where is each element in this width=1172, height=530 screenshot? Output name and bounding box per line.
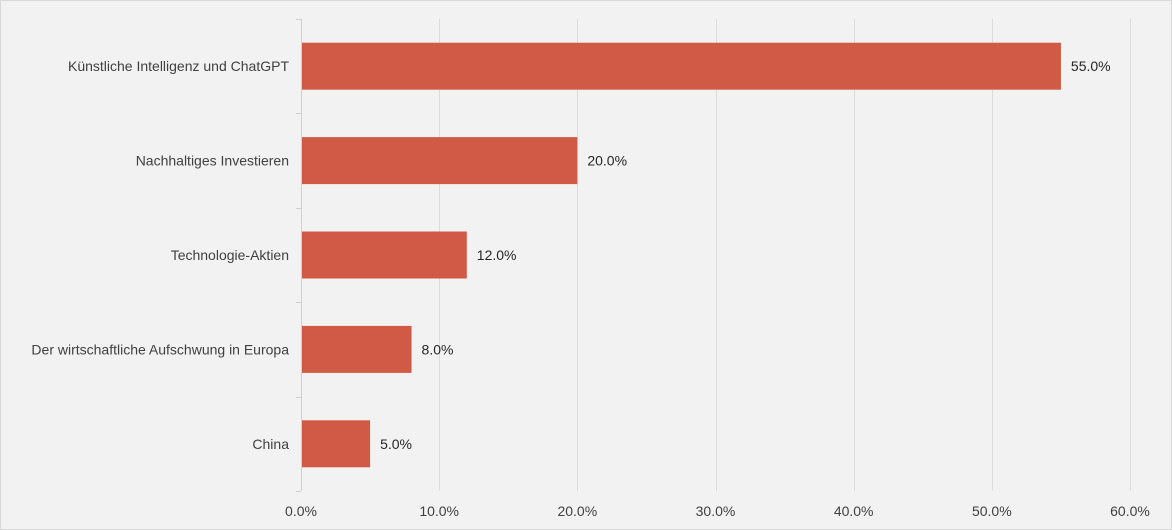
x-tick-label-3: 30.0%	[696, 503, 736, 519]
bar-4	[302, 420, 371, 468]
x-tick-label-1: 10.0%	[419, 503, 459, 519]
data-label-0: 55.0%	[1071, 58, 1111, 74]
bar-2	[302, 231, 467, 279]
data-label-1: 20.0%	[587, 153, 627, 169]
category-label-3: Der wirtschaftliche Aufschwung in Europa	[31, 341, 289, 357]
category-label-4: China	[252, 436, 289, 452]
category-label-2: Technologie-Aktien	[171, 247, 289, 263]
bar-1	[302, 137, 578, 185]
data-label-2: 12.0%	[477, 247, 517, 263]
bar-0	[302, 42, 1061, 90]
x-tick-label-0: 0.0%	[285, 503, 317, 519]
bar-3	[302, 325, 412, 373]
x-tick-label-5: 50.0%	[972, 503, 1012, 519]
data-label-3: 8.0%	[422, 341, 454, 357]
data-label-4: 5.0%	[380, 436, 412, 452]
x-tick-label-4: 40.0%	[834, 503, 874, 519]
category-label-1: Nachhaltiges Investieren	[136, 153, 289, 169]
x-tick-label-2: 20.0%	[557, 503, 597, 519]
category-label-0: Künstliche Intelligenz und ChatGPT	[68, 58, 289, 74]
x-tick-label-6: 60.0%	[1110, 503, 1150, 519]
